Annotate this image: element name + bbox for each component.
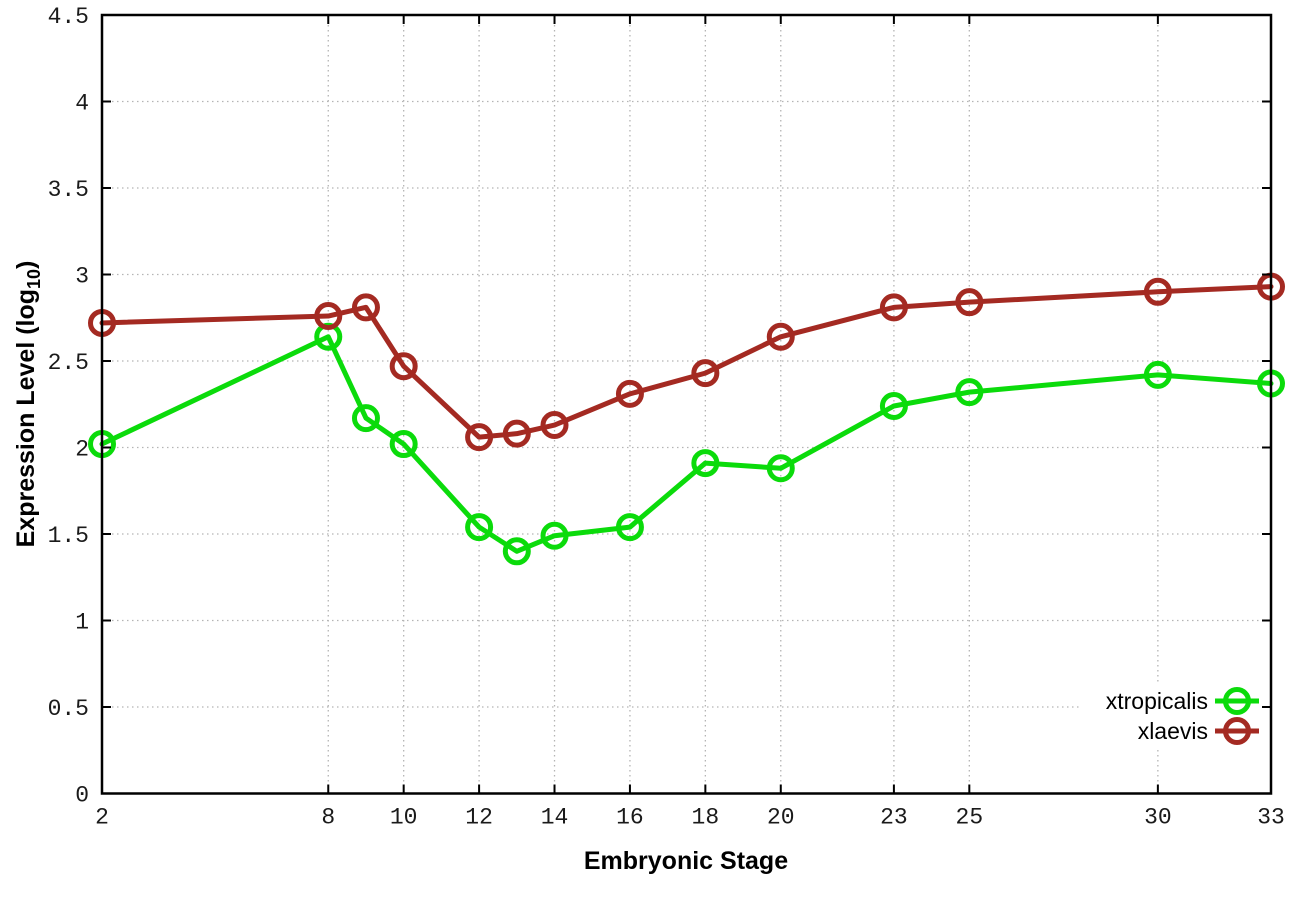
x-tick-label: 10 xyxy=(390,805,418,831)
x-tick-label: 12 xyxy=(465,805,493,831)
series-xlaevis xyxy=(88,272,1285,452)
x-tick-label: 33 xyxy=(1257,805,1285,831)
x-axis-label: Embryonic Stage xyxy=(584,847,788,875)
y-tick-label: 1 xyxy=(75,610,89,636)
data-point-marker xyxy=(615,379,644,408)
y-tick-label: 3.5 xyxy=(48,177,89,203)
y-tick-label: 1.5 xyxy=(48,523,89,549)
legend-item-xlaevis: xlaevis xyxy=(1138,717,1259,745)
legend-marker-xtropicalis-icon xyxy=(1215,687,1259,715)
x-tick-label: 23 xyxy=(880,805,908,831)
y-tick-label: 0 xyxy=(75,783,89,809)
data-point-marker xyxy=(879,391,908,420)
legend: xtropicalis xlaevis xyxy=(1082,682,1260,748)
data-point-marker xyxy=(540,411,569,440)
y-tick-label: 2.5 xyxy=(48,350,89,376)
data-point-marker xyxy=(879,293,908,322)
data-point-marker xyxy=(955,288,984,317)
plot-border xyxy=(100,13,1273,795)
data-point-marker xyxy=(351,404,380,433)
data-point-marker xyxy=(389,352,418,381)
legend-label-xlaevis: xlaevis xyxy=(1138,718,1208,744)
x-tick-label: 8 xyxy=(321,805,335,831)
data-point-marker xyxy=(766,322,795,351)
data-point-marker xyxy=(389,430,418,459)
x-tick-label: 16 xyxy=(616,805,644,831)
data-point-marker xyxy=(502,537,531,566)
y-axis-label-main: Expression Level (log xyxy=(12,289,40,547)
y-tick-label: 0.5 xyxy=(48,696,89,722)
data-point-marker xyxy=(1143,277,1172,306)
series-xtropicalis xyxy=(88,322,1285,566)
y-tick-label: 3 xyxy=(75,264,89,290)
y-axis-label-subscript: 10 xyxy=(24,269,44,289)
gridlines xyxy=(102,15,1271,794)
x-tick-label: 20 xyxy=(767,805,795,831)
x-tick-label: 14 xyxy=(541,805,569,831)
legend-label-xtropicalis: xtropicalis xyxy=(1106,688,1208,714)
y-tick-label: 4 xyxy=(75,91,89,117)
plot-frame-layer xyxy=(100,13,1273,795)
data-point-marker xyxy=(465,423,494,452)
data-point-marker xyxy=(691,359,720,388)
data-point-marker xyxy=(691,449,720,478)
data-point-marker xyxy=(314,302,343,331)
x-tick-label: 2 xyxy=(95,805,109,831)
x-tick-label: 30 xyxy=(1144,805,1172,831)
data-point-marker xyxy=(1143,360,1172,389)
series-line-xtropicalis xyxy=(99,334,1274,554)
legend-marker-xlaevis-icon xyxy=(1215,717,1259,745)
data-point-marker xyxy=(766,454,795,483)
data-series-layer xyxy=(88,272,1285,566)
y-tick-label: 2 xyxy=(75,437,89,463)
data-point-marker xyxy=(502,419,531,448)
data-point-marker xyxy=(351,293,380,322)
data-point-marker xyxy=(540,521,569,550)
y-axis-label-close: ) xyxy=(12,261,40,269)
y-axis-label: Expression Level (log10) xyxy=(12,261,44,548)
data-point-marker xyxy=(615,513,644,542)
x-tick-label: 25 xyxy=(956,805,984,831)
data-point-marker xyxy=(955,378,984,407)
tick-label-layer: 2 8 10 12 14 16 18 20 23 25 30 33 0 0.5 1 1.5 2 2.5 3 3.5 4 4… xyxy=(48,4,1285,831)
y-tick-label: 4.5 xyxy=(48,4,89,30)
data-point-marker xyxy=(465,513,494,542)
legend-item-xtropicalis: xtropicalis xyxy=(1106,687,1259,715)
x-tick-label: 18 xyxy=(692,805,720,831)
